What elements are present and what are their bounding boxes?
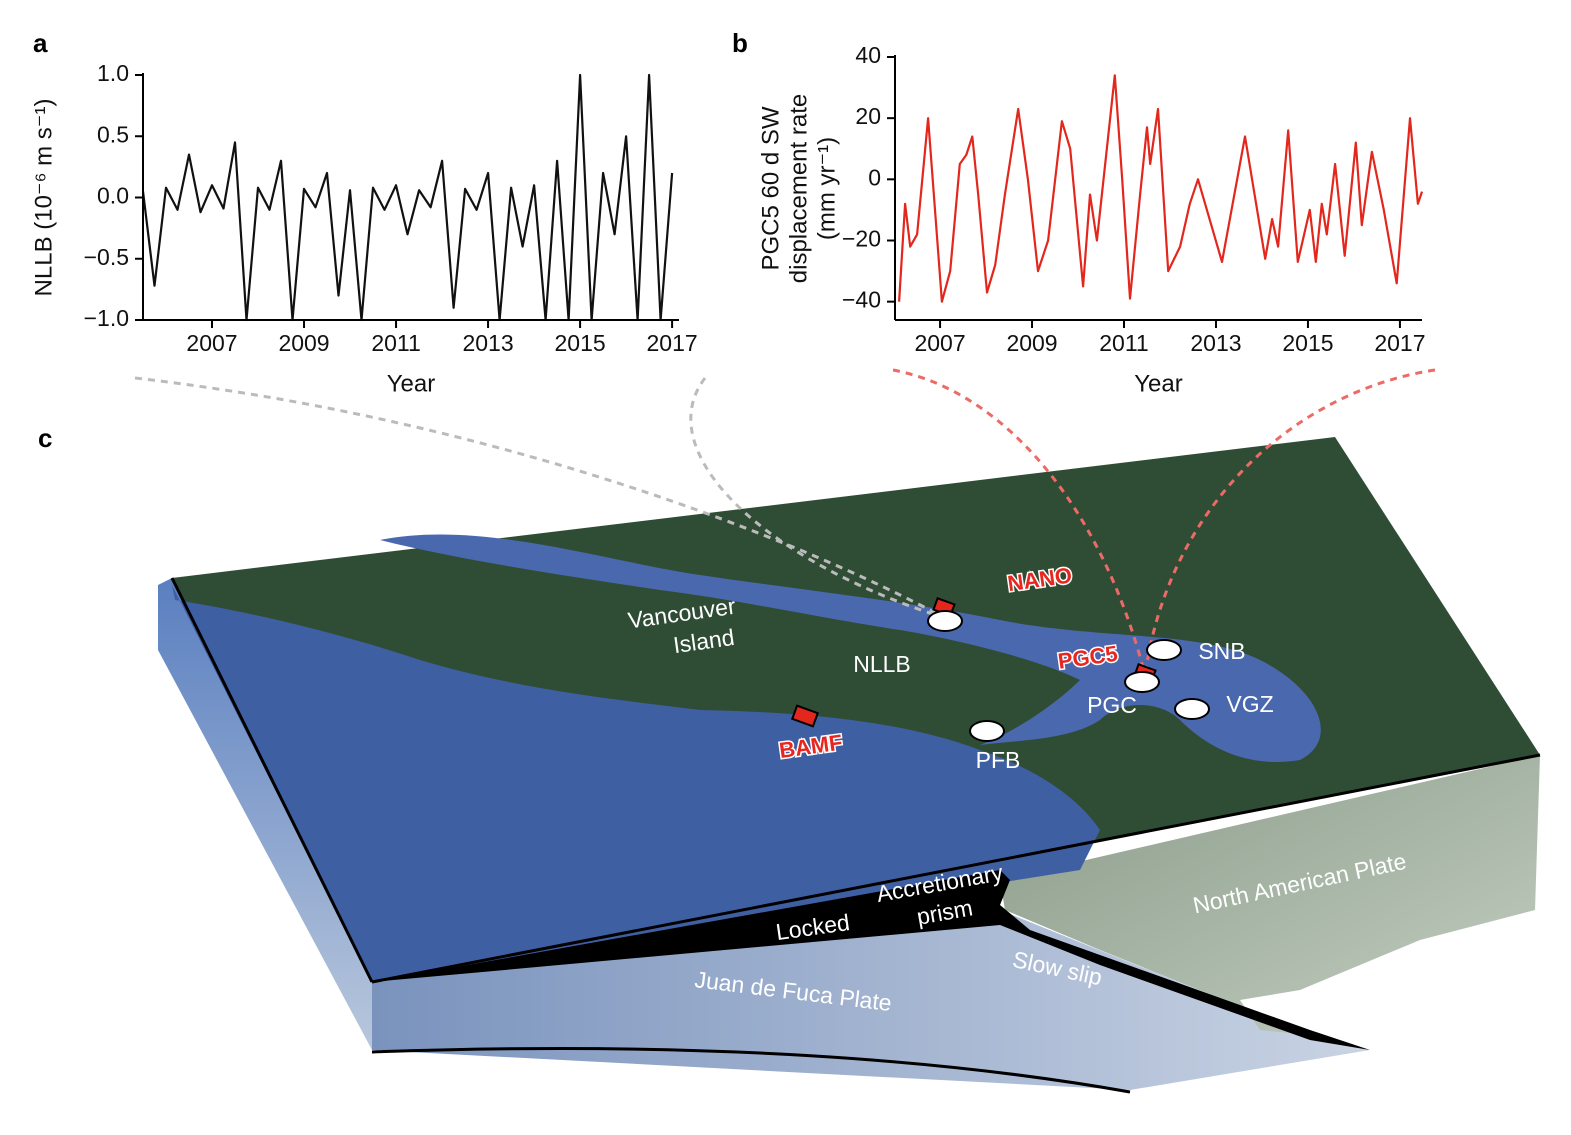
y-tick-label: 40	[855, 42, 881, 68]
y-tick-label: 0.5	[97, 121, 129, 147]
station-symbols	[790, 597, 1210, 742]
station	[1146, 639, 1182, 661]
station	[1174, 698, 1210, 720]
panel-label: c	[38, 423, 52, 453]
y-tick-label: 20	[855, 103, 881, 129]
y-axis-label: (mm yr⁻¹)	[813, 137, 840, 240]
connector	[1143, 368, 1436, 676]
x-tick-label: 2011	[1099, 330, 1148, 356]
x-tick-label: 2017	[1374, 330, 1425, 356]
x-tick-label: 2015	[554, 330, 605, 356]
y-tick-label: 0.0	[97, 183, 129, 209]
y-tick-label: 0	[868, 164, 881, 190]
y-axis-label: NLLB (10⁻⁶ m s⁻¹)	[30, 99, 57, 297]
station-label: PGC	[1087, 692, 1137, 718]
slab-edge	[170, 577, 374, 983]
y-tick-label: −40	[842, 287, 881, 313]
panel-label: b	[732, 28, 748, 58]
y-tick-label: 1.0	[97, 60, 129, 86]
y-tick-label: −1.0	[84, 305, 129, 331]
slab-edge	[371, 753, 1541, 984]
x-tick-label: 2013	[462, 330, 513, 356]
x-tick-label: 2015	[1282, 330, 1333, 356]
x-tick-label: 2011	[371, 330, 420, 356]
x-tick-label: 2009	[278, 330, 329, 356]
data-line	[141, 73, 674, 322]
wedge	[372, 870, 1370, 1050]
left-side	[158, 578, 372, 1050]
slab-edge	[371, 1046, 1131, 1094]
x-tick-label: 2007	[914, 330, 965, 356]
y-axis-label: PGC5 60 d SW	[757, 106, 784, 270]
x-tick-label: 2017	[647, 330, 698, 356]
y-tick-label: −20	[842, 226, 881, 252]
strait	[380, 534, 1321, 762]
x-tick-label: 2013	[1190, 330, 1241, 356]
map-block	[158, 437, 1541, 1094]
station-label: PFB	[976, 747, 1021, 773]
y-tick-label: −0.5	[84, 244, 129, 270]
station-label: PGC5	[1056, 641, 1119, 674]
north-american-slab	[1000, 755, 1540, 1035]
station	[969, 720, 1005, 742]
x-tick-label: 2009	[1006, 330, 1057, 356]
station-label: VGZ	[1226, 691, 1273, 717]
station	[1124, 671, 1160, 693]
red-station	[790, 704, 820, 728]
connector	[892, 368, 1147, 676]
x-axis-label: Year	[387, 370, 436, 397]
panel-label: a	[33, 28, 48, 58]
station-label: SNB	[1198, 638, 1245, 664]
y-axis-label: displacement rate	[785, 94, 812, 283]
x-axis-label: Year	[1134, 370, 1183, 397]
station-label: NLLB	[853, 651, 911, 677]
ocean	[172, 585, 1100, 982]
connector	[134, 376, 946, 620]
data-line	[898, 74, 1424, 303]
station	[927, 610, 963, 632]
x-tick-label: 2007	[186, 330, 237, 356]
